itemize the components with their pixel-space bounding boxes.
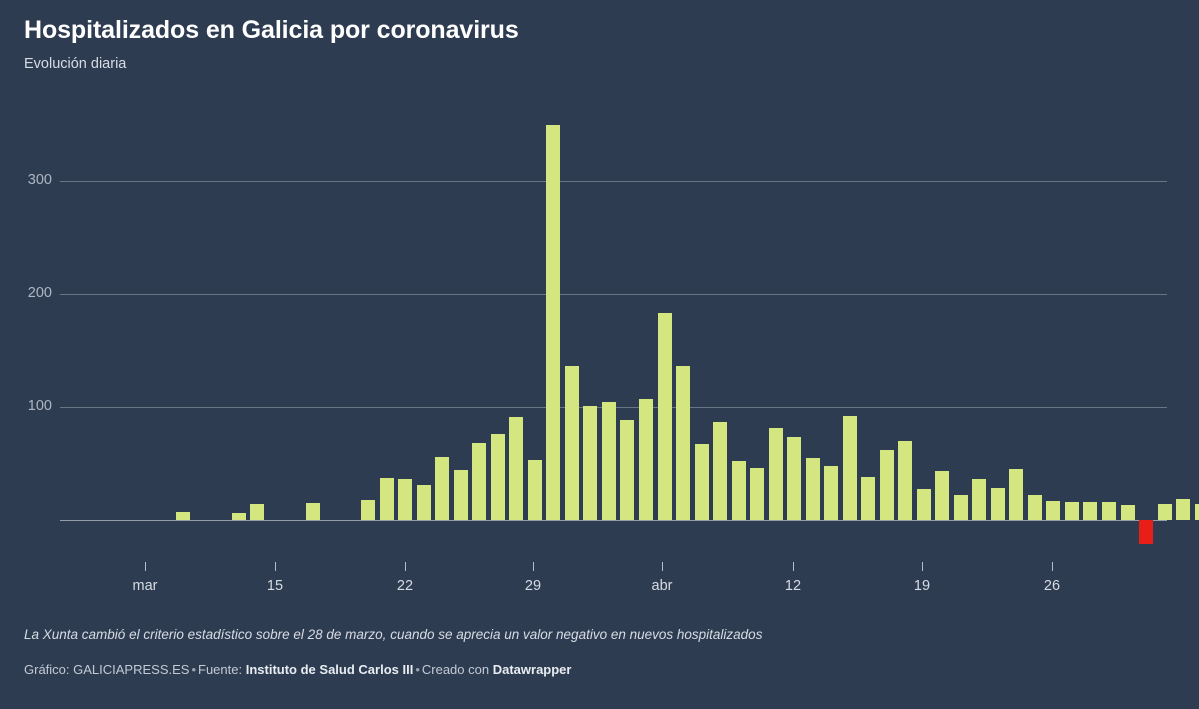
bar[interactable] (231, 513, 246, 520)
x-axis: mar 15 22 29 abr 12 19 26 (0, 520, 1199, 615)
bar[interactable] (564, 366, 579, 520)
bar[interactable] (601, 402, 616, 520)
bar[interactable] (546, 125, 561, 520)
credit-separator-1: • (191, 662, 197, 677)
bar[interactable] (305, 503, 320, 520)
bar[interactable] (1083, 501, 1098, 520)
bar[interactable] (1194, 504, 1199, 520)
bar[interactable] (1176, 498, 1191, 520)
bar[interactable] (1120, 505, 1135, 520)
x-axis-tick-mark (275, 562, 276, 571)
bar[interactable] (916, 489, 931, 520)
bar[interactable] (490, 433, 505, 520)
bar[interactable] (1009, 469, 1024, 520)
x-axis-tick-label-19: 19 (913, 578, 931, 594)
bar[interactable] (1046, 500, 1061, 520)
credit-separator-2: • (415, 662, 420, 677)
bar[interactable] (509, 417, 524, 520)
bar[interactable] (435, 456, 450, 520)
bar[interactable] (805, 457, 820, 520)
x-axis-tick-label-29: 29 (524, 578, 542, 594)
credit-source-name[interactable]: Instituto de Salud Carlos III (245, 662, 414, 677)
gridline-200 (60, 294, 1167, 295)
credit-tool-name[interactable]: Datawrapper (492, 662, 572, 677)
x-axis-tick-mark (405, 562, 406, 571)
chart-footer: La Xunta cambió el criterio estadístico … (24, 626, 1184, 678)
bar[interactable] (453, 470, 468, 520)
bar[interactable] (176, 512, 190, 520)
bar[interactable] (842, 415, 857, 520)
x-axis-tick-mark (922, 562, 923, 571)
bar[interactable] (768, 428, 783, 520)
bar[interactable] (898, 440, 913, 520)
chart-header: Hospitalizados en Galicia por coronaviru… (24, 14, 1174, 74)
x-axis-tick-label-15: 15 (266, 578, 284, 594)
bar[interactable] (1157, 504, 1172, 520)
bar[interactable] (1102, 501, 1116, 520)
bar[interactable] (1064, 501, 1079, 520)
bar[interactable] (583, 405, 598, 520)
bar[interactable] (787, 437, 802, 520)
y-axis-tick-100: 100 (27, 398, 52, 414)
footer-credit: Gráfico: GALICIAPRESS.ES • Fuente: Institu… (24, 661, 1184, 678)
chart-title: Hospitalizados en Galicia por coronaviru… (24, 16, 519, 44)
bar[interactable] (824, 465, 839, 520)
bar[interactable] (639, 398, 653, 520)
credit-created-label: Creado con (421, 662, 490, 677)
bar[interactable] (861, 477, 876, 520)
y-axis-tick-200: 200 (27, 285, 52, 301)
bar[interactable] (527, 460, 542, 520)
plot-area: 300 200 100 (27, 125, 1199, 544)
x-axis-tick-label-12: 12 (784, 578, 802, 594)
bar[interactable] (1139, 520, 1154, 544)
bar[interactable] (694, 444, 709, 520)
footer-note: La Xunta cambió el criterio estadístico … (24, 627, 763, 642)
bar[interactable] (361, 499, 376, 520)
x-axis-tick-mark (662, 562, 663, 571)
bar[interactable] (472, 443, 487, 520)
bar[interactable] (676, 366, 691, 520)
bar[interactable] (657, 312, 672, 520)
credit-source-label: Fuente: (198, 662, 243, 677)
y-axis-tick-300: 300 (27, 172, 52, 188)
x-axis-tick-mark (145, 562, 146, 571)
bar[interactable] (953, 495, 968, 520)
bar[interactable] (398, 479, 413, 520)
gridline-0 (60, 520, 1167, 521)
credit-author: Gráfico: GALICIAPRESS.ES (24, 662, 190, 677)
x-axis-tick-mark (1052, 562, 1053, 571)
x-axis-tick-label-26: 26 (1043, 578, 1061, 594)
bar[interactable] (879, 449, 894, 520)
bars-group (176, 125, 1199, 544)
x-axis-tick-mark (793, 562, 794, 571)
bar[interactable] (379, 478, 394, 520)
x-axis-tick-mark (533, 562, 534, 571)
bar[interactable] (1027, 495, 1042, 520)
bar[interactable] (990, 488, 1005, 520)
bar[interactable] (731, 461, 746, 520)
x-axis-tick-label-abr: abr (651, 578, 673, 594)
bar[interactable] (250, 504, 265, 520)
x-axis-tick-label-mar: mar (132, 578, 158, 594)
gridline-300 (60, 181, 1167, 182)
x-axis-tick-label-22: 22 (396, 578, 414, 594)
chart-subtitle: Evolución diaria (24, 56, 127, 72)
bar[interactable] (972, 479, 987, 520)
bar[interactable] (416, 484, 431, 520)
bar[interactable] (750, 467, 765, 520)
bar[interactable] (713, 421, 728, 520)
bar[interactable] (935, 471, 950, 520)
bar[interactable] (620, 420, 635, 520)
